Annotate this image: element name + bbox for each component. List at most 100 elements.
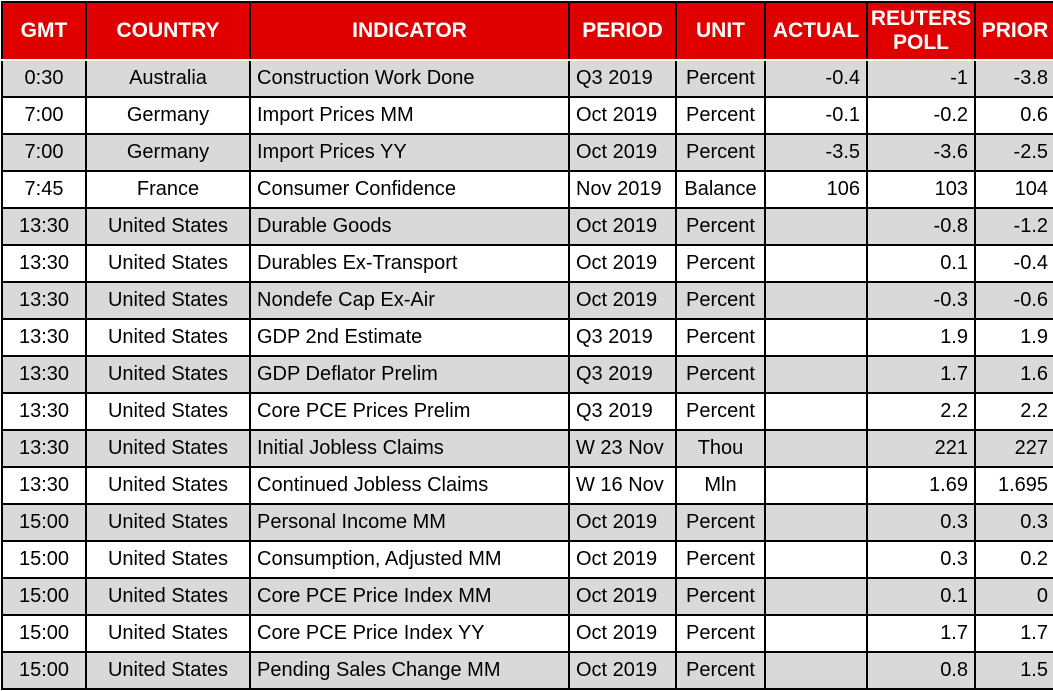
cell-country: United States bbox=[85, 318, 251, 357]
cell-actual: -3.5 bbox=[764, 133, 868, 172]
table-row: 13:30 United States Initial Jobless Claims… bbox=[1, 429, 1053, 468]
cell-period: Oct 2019 bbox=[568, 540, 677, 579]
cell-period: W 16 Nov bbox=[568, 466, 677, 505]
table-row: 15:00 United States Core PCE Price Index Y… bbox=[1, 614, 1053, 653]
cell-actual bbox=[764, 614, 868, 653]
cell-actual bbox=[764, 466, 868, 505]
cell-prior: -3.8 bbox=[974, 59, 1053, 98]
cell-indicator: Pending Sales Change MM bbox=[249, 651, 570, 690]
cell-prior: 1.5 bbox=[974, 651, 1053, 690]
cell-reuters-poll: 0.1 bbox=[866, 577, 976, 616]
cell-country: United States bbox=[85, 651, 251, 690]
cell-reuters-poll: 2.2 bbox=[866, 392, 976, 431]
cell-reuters-poll: -0.2 bbox=[866, 96, 976, 135]
cell-gmt: 15:00 bbox=[1, 540, 87, 579]
cell-country: United States bbox=[85, 614, 251, 653]
cell-country: Germany bbox=[85, 96, 251, 135]
cell-period: Nov 2019 bbox=[568, 170, 677, 209]
table-row: 7:00 Germany Import Prices MM Oct 2019 Perce… bbox=[1, 96, 1053, 135]
cell-unit: Percent bbox=[675, 540, 766, 579]
table-row: 7:45 France Consumer Confidence Nov 2019 Bal… bbox=[1, 170, 1053, 209]
cell-gmt: 15:00 bbox=[1, 651, 87, 690]
cell-period: Q3 2019 bbox=[568, 318, 677, 357]
cell-indicator: Import Prices YY bbox=[249, 133, 570, 172]
cell-unit: Percent bbox=[675, 355, 766, 394]
cell-indicator: Personal Income MM bbox=[249, 503, 570, 542]
cell-reuters-poll: -1 bbox=[866, 59, 976, 98]
cell-unit: Percent bbox=[675, 59, 766, 98]
cell-period: Oct 2019 bbox=[568, 503, 677, 542]
cell-country: France bbox=[85, 170, 251, 209]
cell-gmt: 0:30 bbox=[1, 59, 87, 98]
cell-indicator: Durables Ex-Transport bbox=[249, 244, 570, 283]
cell-indicator: GDP Deflator Prelim bbox=[249, 355, 570, 394]
cell-reuters-poll: 221 bbox=[866, 429, 976, 468]
cell-period: Oct 2019 bbox=[568, 577, 677, 616]
table-row: 13:30 United States GDP 2nd Estimate Q3 201… bbox=[1, 318, 1053, 357]
cell-prior: 1.7 bbox=[974, 614, 1053, 653]
cell-country: United States bbox=[85, 281, 251, 320]
cell-gmt: 13:30 bbox=[1, 244, 87, 283]
table-row: 15:00 United States Pending Sales Change M… bbox=[1, 651, 1053, 690]
cell-indicator: Construction Work Done bbox=[249, 59, 570, 98]
cell-unit: Percent bbox=[675, 207, 766, 246]
table-body: 0:30 Australia Construction Work Done Q3 20… bbox=[1, 59, 1053, 690]
cell-gmt: 13:30 bbox=[1, 355, 87, 394]
cell-actual bbox=[764, 355, 868, 394]
cell-actual: -0.4 bbox=[764, 59, 868, 98]
cell-indicator: Nondefe Cap Ex-Air bbox=[249, 281, 570, 320]
header-row: GMT COUNTRY INDICATOR PERIOD UNIT ACTUAL REUTE… bbox=[1, 1, 1053, 61]
header-cell-reuters-poll: REUTERS POLL bbox=[866, 1, 976, 61]
cell-country: Germany bbox=[85, 133, 251, 172]
cell-period: Q3 2019 bbox=[568, 392, 677, 431]
cell-reuters-poll: 1.7 bbox=[866, 614, 976, 653]
header-cell-country: COUNTRY bbox=[85, 1, 251, 61]
cell-indicator: Consumer Confidence bbox=[249, 170, 570, 209]
cell-unit: Percent bbox=[675, 244, 766, 283]
cell-actual bbox=[764, 392, 868, 431]
cell-unit: Percent bbox=[675, 281, 766, 320]
cell-unit: Mln bbox=[675, 466, 766, 505]
cell-reuters-poll: 0.8 bbox=[866, 651, 976, 690]
cell-period: W 23 Nov bbox=[568, 429, 677, 468]
header-cell-unit: UNIT bbox=[675, 1, 766, 61]
cell-reuters-poll: 0.3 bbox=[866, 503, 976, 542]
cell-prior: 2.2 bbox=[974, 392, 1053, 431]
cell-reuters-poll: 103 bbox=[866, 170, 976, 209]
cell-prior: -0.4 bbox=[974, 244, 1053, 283]
cell-period: Q3 2019 bbox=[568, 59, 677, 98]
cell-gmt: 13:30 bbox=[1, 318, 87, 357]
cell-gmt: 7:00 bbox=[1, 133, 87, 172]
cell-reuters-poll: 0.1 bbox=[866, 244, 976, 283]
table-row: 15:00 United States Consumption, Adjusted … bbox=[1, 540, 1053, 579]
cell-actual bbox=[764, 540, 868, 579]
cell-actual bbox=[764, 207, 868, 246]
table-row: 13:30 United States Durable Goods Oct 2019 P… bbox=[1, 207, 1053, 246]
header-cell-indicator: INDICATOR bbox=[249, 1, 570, 61]
cell-country: United States bbox=[85, 207, 251, 246]
cell-indicator: Core PCE Price Index YY bbox=[249, 614, 570, 653]
cell-period: Oct 2019 bbox=[568, 133, 677, 172]
cell-country: United States bbox=[85, 503, 251, 542]
cell-indicator: Initial Jobless Claims bbox=[249, 429, 570, 468]
cell-country: Australia bbox=[85, 59, 251, 98]
table-row: 15:00 United States Personal Income MM Oct … bbox=[1, 503, 1053, 542]
cell-period: Oct 2019 bbox=[568, 651, 677, 690]
cell-period: Q3 2019 bbox=[568, 355, 677, 394]
cell-unit: Percent bbox=[675, 133, 766, 172]
cell-reuters-poll: 1.7 bbox=[866, 355, 976, 394]
cell-prior: 0.6 bbox=[974, 96, 1053, 135]
cell-indicator: Core PCE Price Index MM bbox=[249, 577, 570, 616]
cell-prior: 0.2 bbox=[974, 540, 1053, 579]
cell-unit: Percent bbox=[675, 96, 766, 135]
cell-gmt: 13:30 bbox=[1, 281, 87, 320]
cell-prior: 104 bbox=[974, 170, 1053, 209]
cell-country: United States bbox=[85, 392, 251, 431]
cell-unit: Thou bbox=[675, 429, 766, 468]
table-row: 13:30 United States Nondefe Cap Ex-Air Oct … bbox=[1, 281, 1053, 320]
cell-period: Oct 2019 bbox=[568, 207, 677, 246]
cell-actual bbox=[764, 503, 868, 542]
cell-actual bbox=[764, 577, 868, 616]
cell-actual bbox=[764, 651, 868, 690]
